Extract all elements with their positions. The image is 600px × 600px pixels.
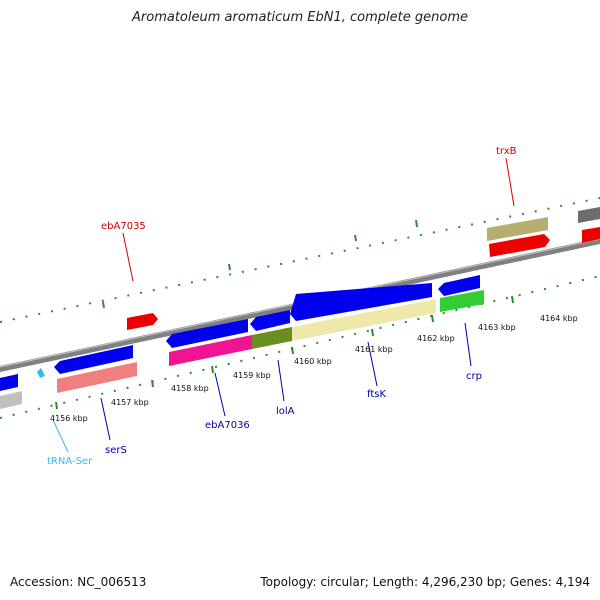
gene-label-ebA7036[interactable]: ebA7036: [205, 420, 250, 431]
gene-arrow-blue-left[interactable]: [0, 374, 18, 391]
gene-block-serS[interactable]: [57, 362, 137, 393]
gene-arrow-crp[interactable]: [438, 275, 480, 296]
gene-label-ebA7035[interactable]: ebA7035: [101, 221, 146, 232]
kbp-label: 4162 kbp: [417, 334, 455, 343]
map-title: Aromatoleum aromaticum EbN1, complete ge…: [132, 10, 468, 25]
gene-arrow-serS[interactable]: [54, 345, 133, 374]
gene-arrow-ebA7036[interactable]: [166, 319, 248, 348]
gene-label-crp[interactable]: crp: [466, 371, 482, 382]
gene-arrow-red-1[interactable]: [489, 234, 550, 257]
gene-label-serS[interactable]: serS: [105, 445, 127, 456]
gene-arrow-ftsK[interactable]: [290, 283, 432, 321]
gene-label-ftsK[interactable]: ftsK: [367, 389, 386, 400]
gene-label-tRNA-Ser[interactable]: tRNA-Ser: [47, 456, 93, 467]
kbp-label: 4158 kbp: [171, 384, 209, 393]
kbp-label: 4161 kbp: [355, 345, 393, 354]
gene-block-ebA7036[interactable]: [169, 335, 252, 366]
gene-block-grey-left[interactable]: [0, 391, 22, 409]
gene-block-ftsK[interactable]: [292, 299, 436, 341]
gene-block-crp[interactable]: [440, 290, 484, 312]
gene-label-trxB[interactable]: trxB: [496, 146, 517, 157]
topology-text: Topology: circular; Length: 4,296,230 bp…: [260, 575, 590, 589]
kbp-label: 4164 kbp: [540, 314, 578, 323]
kbp-label: 4160 kbp: [294, 357, 332, 366]
major-ticks: [55, 219, 514, 410]
gene-arrow-tRNA-Ser[interactable]: [37, 368, 45, 378]
kbp-label: 4156 kbp: [50, 414, 88, 423]
gene-arrow-red-2[interactable]: [582, 227, 600, 243]
gene-block-grey[interactable]: [578, 207, 600, 223]
kbp-label: 4157 kbp: [111, 398, 149, 407]
leader-lines: [52, 157, 515, 453]
gene-block-lolA[interactable]: [252, 327, 292, 349]
kbp-label: 4163 kbp: [478, 323, 516, 332]
gene-arrow-lolA[interactable]: [250, 310, 290, 331]
kbp-label: 4159 kbp: [233, 371, 271, 380]
gene-block-trxB[interactable]: [487, 217, 548, 241]
accession-text: Accession: NC_006513: [10, 575, 147, 589]
gene-label-lolA[interactable]: lolA: [276, 406, 295, 417]
gene-arrow-ebA7035[interactable]: [127, 313, 158, 330]
